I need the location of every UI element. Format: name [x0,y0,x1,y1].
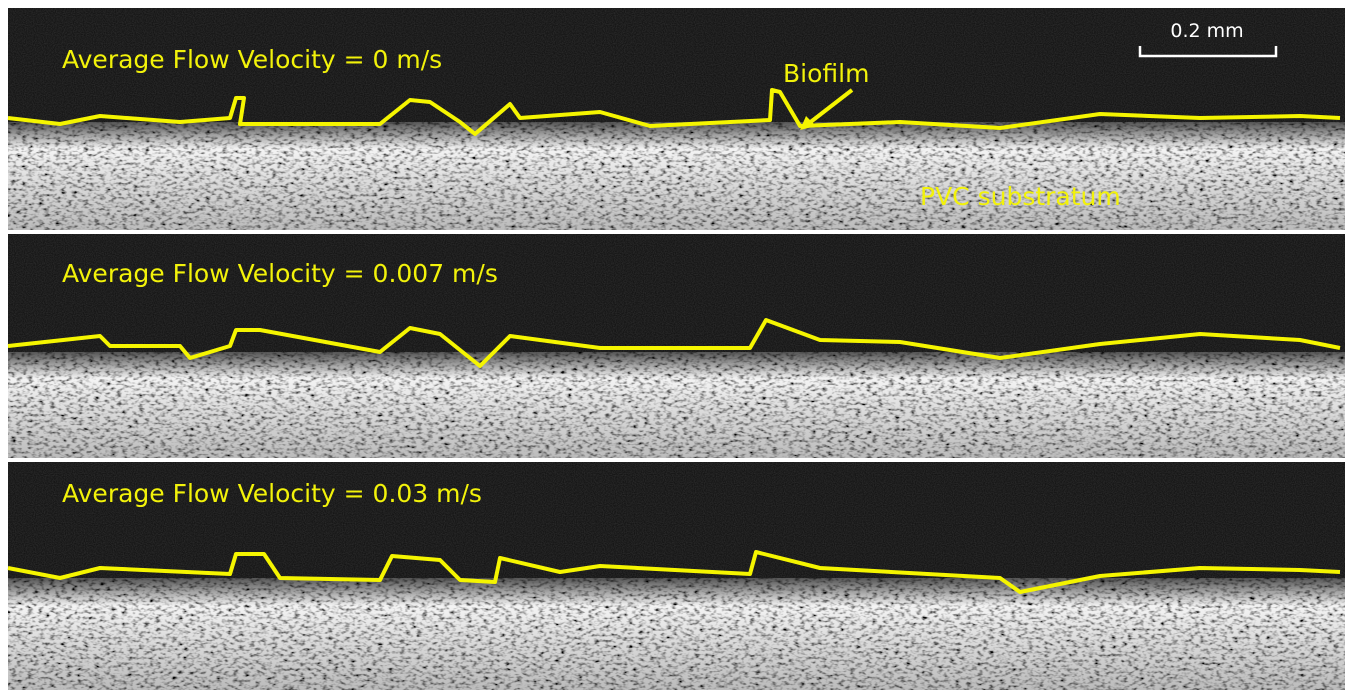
biofilm-contour [7,88,1341,136]
arrow-head [800,116,816,130]
arrow [806,88,854,126]
scale-bar-label: 0.2 mm [1170,20,1243,42]
biofilm-label: Biofilm [783,59,869,88]
biofilm-contour [7,318,1341,368]
panel-label: Average Flow Velocity = 0.03 m/s [62,479,482,508]
substrate-label: PVC substratum [920,182,1121,211]
biofilm-contour [7,550,1341,594]
scan-panel: Average Flow Velocity = 0.03 m/s [7,462,1345,690]
panel-label: Average Flow Velocity = 0.007 m/s [62,259,498,288]
scan-panel: Average Flow Velocity = 0.007 m/s [7,234,1345,458]
panel-label: Average Flow Velocity = 0 m/s [62,45,442,74]
scale-bar [1138,46,1278,58]
scan-panel: Average Flow Velocity = 0 m/s Biofilm PV… [7,8,1345,230]
